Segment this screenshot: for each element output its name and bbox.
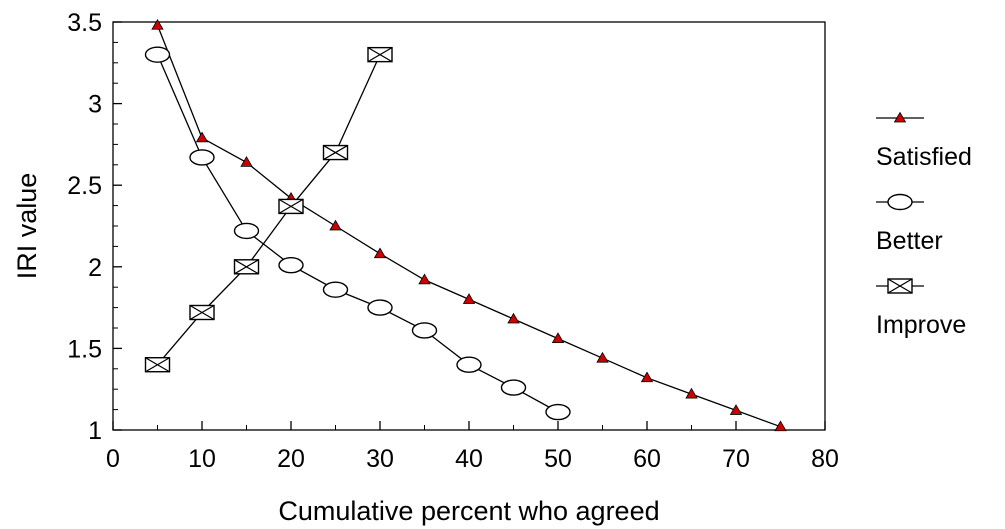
x-tick-label: 40	[455, 445, 483, 473]
data-point-better	[144, 46, 171, 63]
data-point-better	[322, 281, 349, 298]
y-tick-label: 2.5	[67, 172, 102, 200]
data-point-better	[367, 299, 393, 316]
y-tick-label: 3.5	[67, 9, 102, 37]
series-layer	[144, 18, 787, 432]
data-point-satisfied	[418, 273, 431, 285]
x-axis-ticks: 0 10 20 30 40 50 60 70 80	[106, 421, 839, 473]
x-tick-label: 20	[277, 445, 305, 473]
x-tick-label: 80	[811, 445, 839, 473]
legend-marker-satisfied	[893, 111, 907, 123]
data-point-satisfied	[551, 332, 565, 344]
data-point-satisfied	[729, 404, 743, 415]
data-point-improve	[367, 46, 393, 63]
data-point-satisfied	[774, 420, 787, 432]
y-axis-ticks: 1 1.5 2 2.5 3 3.5	[67, 9, 122, 445]
x-tick-label: 50	[544, 445, 572, 473]
legend-item-better: Better	[876, 193, 943, 255]
data-point-satisfied	[596, 351, 609, 363]
data-point-improve	[233, 259, 260, 275]
series-line-improve	[157, 54, 381, 366]
data-point-better	[545, 403, 571, 421]
data-point-better	[456, 356, 482, 373]
legend-item-satisfied: Satisfied	[876, 111, 972, 171]
legend-label-better: Better	[876, 227, 943, 255]
y-tick-label: 2	[88, 254, 102, 282]
data-point-satisfied	[195, 131, 209, 143]
series-better	[144, 46, 571, 421]
series-satisfied	[151, 18, 787, 432]
data-point-better	[411, 322, 438, 339]
legend-label-satisfied: Satisfied	[876, 143, 972, 171]
legend-label-improve: Improve	[876, 311, 966, 339]
data-point-satisfied	[151, 18, 164, 30]
data-point-satisfied	[373, 247, 387, 259]
data-point-satisfied	[329, 219, 342, 231]
y-axis-title: IRI value	[12, 173, 42, 280]
data-point-satisfied	[462, 293, 476, 304]
y-tick-label: 3	[88, 91, 102, 119]
x-tick-label: 0	[106, 445, 120, 473]
data-point-improve	[322, 144, 349, 161]
legend-item-improve: Improve	[876, 278, 966, 339]
legend-marker-improve	[887, 278, 913, 294]
data-point-better	[500, 379, 527, 396]
data-point-better	[233, 222, 260, 240]
data-point-satisfied	[685, 387, 698, 399]
legend-marker-better	[887, 193, 913, 211]
data-point-satisfied	[507, 312, 520, 324]
legend: Satisfied Better Improve	[876, 111, 972, 339]
x-tick-label: 60	[633, 445, 661, 473]
x-axis-title: Cumulative percent who agreed	[278, 496, 659, 526]
data-point-better	[278, 256, 304, 274]
x-tick-label: 70	[722, 445, 750, 473]
x-tick-label: 30	[366, 445, 394, 473]
y-tick-label: 1.5	[67, 335, 102, 363]
data-point-improve	[189, 304, 215, 321]
y-tick-label: 1	[88, 417, 102, 445]
series-line-better	[156, 54, 559, 413]
data-point-satisfied	[640, 371, 654, 383]
data-point-satisfied	[240, 156, 253, 167]
series-improve	[144, 46, 393, 373]
x-tick-label: 10	[188, 445, 216, 473]
data-point-better	[189, 149, 215, 166]
data-point-improve	[278, 198, 304, 215]
data-point-improve	[144, 357, 171, 373]
